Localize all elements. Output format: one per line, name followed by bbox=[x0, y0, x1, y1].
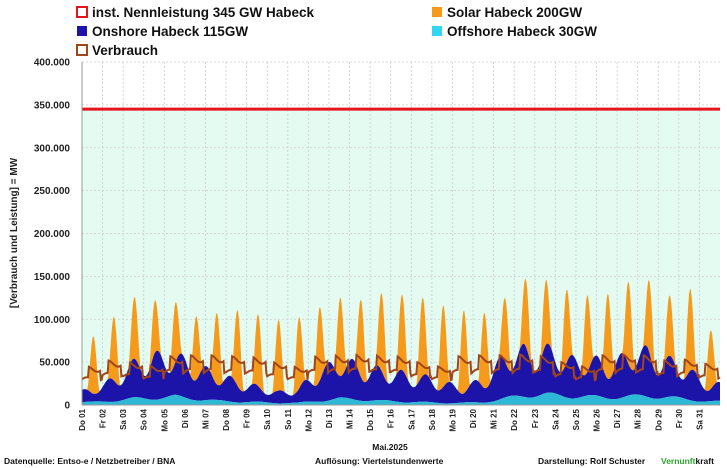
line-verbrauch bbox=[81, 353, 721, 382]
y-tick-label: 300.000 bbox=[34, 143, 71, 154]
x-tick-label: Sa 31 bbox=[695, 408, 704, 429]
x-tick-labels: Do 01 Fr 02 Sa 03 So 04 Mo 05 Di 06 Mi 07 Do 08… bbox=[78, 408, 704, 431]
legend-label-solar: Solar Habeck 200GW bbox=[447, 5, 582, 20]
x-tick-label: So 04 bbox=[140, 408, 149, 430]
x-tick-label: Do 08 bbox=[222, 408, 231, 430]
x-tick-label: Do 22 bbox=[510, 408, 519, 430]
legend-swatch-verbrauch bbox=[76, 44, 88, 56]
x-tick-label: Mo 12 bbox=[304, 408, 313, 431]
legend-label-capacity: inst. Nennleistung 345 GW Habeck bbox=[92, 5, 315, 20]
y-tick-labels: 0 50.000 100.000 150.000 200.000 250.000 300.0… bbox=[34, 58, 71, 412]
x-tick-label: So 18 bbox=[428, 408, 437, 430]
area-onshore bbox=[82, 343, 720, 404]
y-tick-label: 350.000 bbox=[34, 100, 71, 111]
x-tick-label: Di 13 bbox=[325, 408, 334, 428]
x-tick-label: Fr 02 bbox=[99, 408, 108, 428]
legend-item-verbrauch: Verbrauch bbox=[76, 43, 158, 58]
x-tick-label: Di 27 bbox=[613, 408, 622, 428]
x-tick-label: Mi 21 bbox=[490, 408, 499, 429]
legend-label-onshore: Onshore Habeck 115GW bbox=[92, 24, 248, 39]
x-tick-label: Do 29 bbox=[654, 408, 663, 430]
x-tick-label: Mi 14 bbox=[346, 408, 355, 429]
data-layers bbox=[81, 278, 721, 405]
x-tick-label: Di 20 bbox=[469, 408, 478, 428]
x-axis-label: Mai.2025 bbox=[372, 442, 408, 452]
x-tick-label: Fr 30 bbox=[675, 408, 684, 428]
x-tick-label: So 25 bbox=[572, 408, 581, 430]
legend-label-offshore: Offshore Habeck 30GW bbox=[447, 24, 597, 39]
x-tick-label: Di 06 bbox=[181, 408, 190, 428]
legend-swatch-offshore bbox=[432, 26, 442, 36]
grid bbox=[81, 61, 720, 406]
x-tick-label: Fr 09 bbox=[243, 408, 252, 428]
x-tick-label: So 11 bbox=[284, 408, 293, 429]
y-tick-label: 150.000 bbox=[34, 272, 71, 283]
x-tick-label: Sa 10 bbox=[263, 408, 272, 429]
brand-part-2: kraft bbox=[695, 456, 714, 466]
y-tick-label: 250.000 bbox=[34, 186, 71, 197]
legend-label-verbrauch: Verbrauch bbox=[92, 43, 158, 58]
legend-swatch-onshore bbox=[77, 26, 87, 36]
footer-source: Datenquelle: Entso-e / Netzbetreiber / B… bbox=[4, 456, 175, 466]
x-tick-label: Sa 17 bbox=[407, 408, 416, 429]
y-tick-label: 0 bbox=[64, 401, 70, 412]
x-tick-label: Do 15 bbox=[366, 408, 375, 430]
x-tick-label: Mo 05 bbox=[160, 408, 169, 431]
x-tick-label: Mi 07 bbox=[201, 408, 210, 429]
legend: inst. Nennleistung 345 GW Habeck Solar H… bbox=[76, 5, 597, 58]
y-tick-label: 100.000 bbox=[34, 315, 71, 326]
y-tick-label: 200.000 bbox=[34, 229, 71, 240]
x-tick-label: Mi 28 bbox=[634, 408, 643, 429]
footer-resolution: Auflösung: Viertelstundenwerte bbox=[315, 456, 444, 466]
y-tick-label: 50.000 bbox=[39, 358, 70, 369]
x-tick-label: Fr 23 bbox=[531, 408, 540, 428]
x-tick-label: Do 01 bbox=[78, 408, 87, 430]
legend-swatch-capacity bbox=[76, 6, 88, 18]
x-tick-label: Mo 19 bbox=[448, 408, 457, 431]
x-tick-label: Fr 16 bbox=[387, 408, 396, 428]
y-axis-label: [Verbrauch und Leistung] = MW bbox=[9, 157, 20, 308]
legend-item-solar: Solar Habeck 200GW bbox=[432, 5, 582, 20]
legend-item-offshore: Offshore Habeck 30GW bbox=[432, 24, 597, 39]
area-offshore bbox=[82, 392, 720, 405]
x-tick-label: Mo 26 bbox=[593, 408, 602, 431]
footer-author: Darstellung: Rolf Schuster bbox=[538, 456, 646, 466]
legend-item-onshore: Onshore Habeck 115GW bbox=[77, 24, 248, 39]
x-tick-label: Sa 03 bbox=[119, 408, 128, 429]
y-tick-label: 400.000 bbox=[34, 58, 71, 69]
footer-brand: Vernunftkraft bbox=[661, 456, 714, 466]
brand-part-1: Vernunft bbox=[661, 456, 696, 466]
x-tick-label: Sa 24 bbox=[551, 408, 560, 429]
footer: Datenquelle: Entso-e / Netzbetreiber / B… bbox=[4, 456, 714, 466]
area-solar bbox=[82, 278, 720, 396]
legend-item-capacity: inst. Nennleistung 345 GW Habeck bbox=[76, 5, 315, 20]
legend-swatch-solar bbox=[432, 7, 442, 17]
